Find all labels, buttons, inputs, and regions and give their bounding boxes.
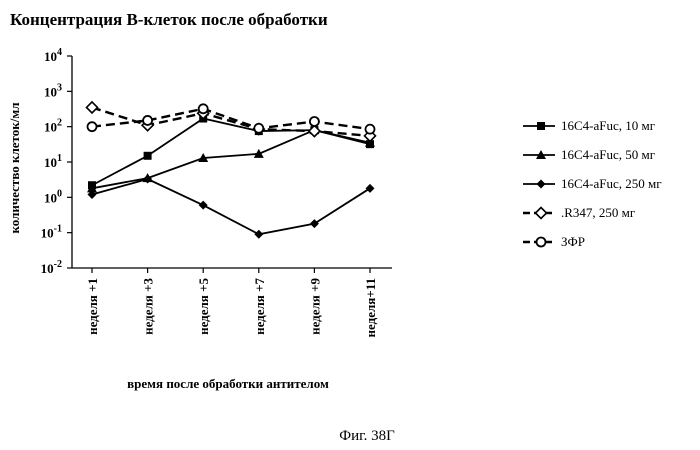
data-point: [199, 104, 208, 113]
legend-label: ЗФР: [561, 234, 585, 249]
data-point: [143, 175, 152, 184]
legend-entry: 16C4-aFuc, 50 мг: [523, 147, 655, 162]
legend-marker: [536, 208, 547, 219]
legend-marker: [537, 238, 546, 247]
legend-entry: 16C4-aFuc, 10 мг: [523, 118, 655, 133]
data-point: [254, 124, 263, 133]
series-line: [92, 119, 370, 186]
legend-label: 16C4-aFuc, 50 мг: [561, 147, 655, 162]
series-3: [88, 175, 375, 239]
x-tick-label: неделя +7: [252, 278, 267, 335]
legend-marker: [537, 122, 545, 130]
legend-marker: [537, 180, 546, 189]
legend: 16C4-aFuc, 10 мг 16C4-aFuc, 50 мг 16C4-aFu…: [523, 118, 662, 249]
y-axis-label: количество клеток/мл: [7, 102, 22, 233]
y-tick-label: 104: [44, 47, 62, 64]
series-line: [92, 109, 370, 129]
legend-label: 16C4-aFuc, 10 мг: [561, 118, 655, 133]
data-point: [310, 117, 319, 126]
x-tick-label: неделя +5: [196, 278, 211, 335]
series-5: [88, 104, 375, 133]
legend-entry: .R347, 250 мг: [523, 205, 635, 220]
legend-label: 16C4-aFuc, 250 мг: [561, 176, 662, 191]
data-point: [199, 201, 208, 210]
y-tick-label: 102: [44, 118, 62, 135]
data-point: [310, 219, 319, 228]
data-point: [88, 122, 97, 131]
y-tick-label: 103: [44, 82, 62, 99]
data-point: [254, 230, 263, 239]
series-line: [92, 179, 370, 234]
y-tick-label: 100: [44, 188, 62, 205]
data-point: [143, 116, 152, 125]
series-1: [88, 115, 374, 190]
legend-entry: ЗФР: [523, 234, 585, 249]
data-point: [87, 102, 98, 113]
chart-title: Концентрация В-клеток после обработки: [10, 10, 328, 29]
figure-caption: Фиг. 38Г: [339, 428, 395, 444]
y-tick-label: 10-1: [41, 224, 62, 241]
data-point: [144, 152, 152, 160]
x-tick-label: неделя +3: [141, 278, 156, 335]
data-point: [366, 184, 375, 193]
x-tick-label: неделя +9: [307, 278, 322, 335]
y-tick-label: 101: [44, 153, 62, 170]
x-axis-label: время после обработки антителом: [127, 376, 329, 391]
x-tick-label: неделя +1: [85, 278, 100, 335]
y-tick-label: 10-2: [41, 259, 62, 276]
legend-label: .R347, 250 мг: [561, 205, 635, 220]
legend-entry: 16C4-aFuc, 250 мг: [523, 176, 662, 191]
x-tick-label: неделя+11: [363, 278, 378, 337]
data-point: [366, 125, 375, 134]
chart: Концентрация В-клеток после обработки ко…: [0, 0, 700, 450]
series-line: [92, 130, 370, 188]
series-layer: [87, 102, 376, 239]
